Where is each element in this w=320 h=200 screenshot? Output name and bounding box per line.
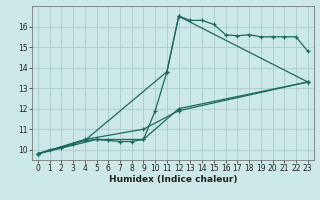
X-axis label: Humidex (Indice chaleur): Humidex (Indice chaleur) xyxy=(108,175,237,184)
